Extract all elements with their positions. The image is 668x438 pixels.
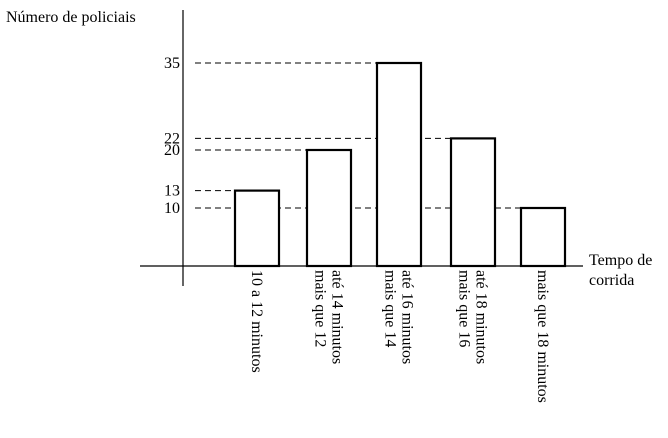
y-axis-title: Número de policiais bbox=[6, 9, 136, 26]
y-tick-label: 13 bbox=[164, 183, 180, 200]
bar bbox=[519, 206, 567, 268]
bars bbox=[233, 61, 567, 268]
y-tick-label: 20 bbox=[164, 142, 180, 159]
axes bbox=[140, 10, 583, 286]
bar bbox=[305, 148, 353, 268]
y-tick-label: 35 bbox=[164, 55, 180, 72]
category-label: mais que 12até 14 minutos bbox=[312, 270, 346, 364]
category-labels: 10 a 12 minutos mais que 12até 14 minutos… bbox=[248, 270, 551, 403]
category-label: mais que 18 minutos bbox=[534, 270, 551, 403]
bar bbox=[375, 61, 423, 268]
bar bbox=[449, 137, 497, 268]
category-label: mais que 16até 18 minutos bbox=[456, 270, 490, 364]
x-axis-title: Tempo de corrida bbox=[589, 252, 652, 289]
category-label: mais que 14até 16 minutos bbox=[382, 270, 416, 364]
bar bbox=[233, 189, 281, 268]
category-label: 10 a 12 minutos bbox=[248, 270, 265, 373]
y-tick-label: 10 bbox=[164, 200, 180, 217]
y-tick-label: 22 bbox=[164, 130, 180, 147]
